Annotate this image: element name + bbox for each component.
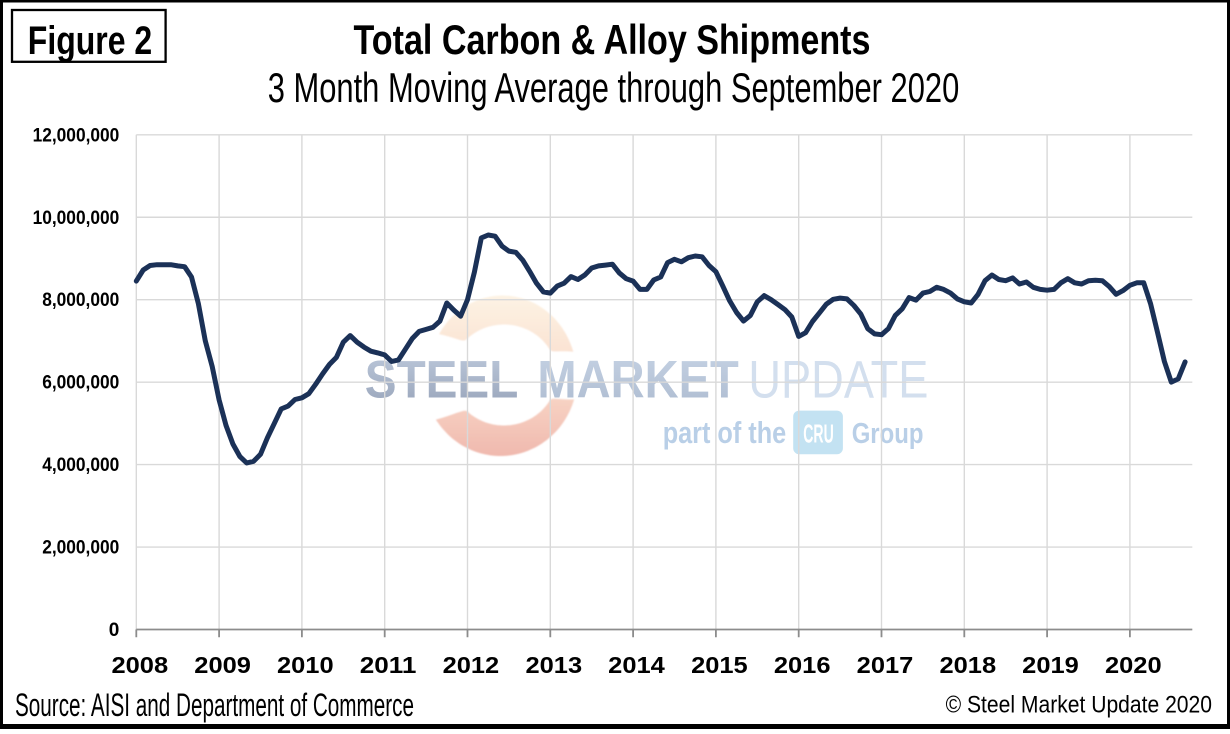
svg-text:12,000,000: 12,000,000 — [33, 125, 120, 146]
svg-text:Group: Group — [852, 417, 924, 449]
svg-text:Total Carbon & Alloy Shipments: Total Carbon & Alloy Shipments — [354, 16, 871, 63]
svg-text:2012: 2012 — [443, 652, 500, 678]
svg-text:MARKET: MARKET — [537, 351, 738, 410]
svg-text:6,000,000: 6,000,000 — [42, 373, 119, 394]
svg-text:2,000,000: 2,000,000 — [42, 538, 119, 559]
svg-text:© Steel Market Update 2020: © Steel Market Update 2020 — [946, 692, 1212, 719]
svg-text:0: 0 — [109, 620, 120, 641]
svg-text:2017: 2017 — [857, 652, 914, 678]
svg-text:2010: 2010 — [277, 652, 334, 678]
svg-text:part of the: part of the — [663, 415, 787, 450]
svg-text:2018: 2018 — [940, 652, 997, 678]
svg-text:2014: 2014 — [608, 652, 665, 678]
svg-text:2008: 2008 — [112, 652, 169, 678]
svg-text:Source: AISI and Department of: Source: AISI and Department of Commerce — [15, 687, 414, 723]
svg-text:Figure 2: Figure 2 — [28, 19, 152, 63]
svg-text:2019: 2019 — [1022, 652, 1079, 678]
svg-text:10,000,000: 10,000,000 — [33, 208, 120, 229]
svg-text:CRU: CRU — [803, 419, 834, 449]
svg-text:2009: 2009 — [194, 652, 251, 678]
svg-text:4,000,000: 4,000,000 — [42, 455, 119, 476]
svg-text:2016: 2016 — [774, 652, 831, 678]
svg-text:2015: 2015 — [691, 652, 748, 678]
svg-text:3 Month Moving Average through: 3 Month Moving Average through September… — [268, 64, 960, 111]
svg-text:2013: 2013 — [526, 652, 583, 678]
svg-text:2020: 2020 — [1105, 652, 1162, 678]
svg-text:8,000,000: 8,000,000 — [42, 290, 119, 311]
svg-text:2011: 2011 — [360, 652, 417, 678]
svg-text:UPDATE: UPDATE — [748, 351, 928, 410]
